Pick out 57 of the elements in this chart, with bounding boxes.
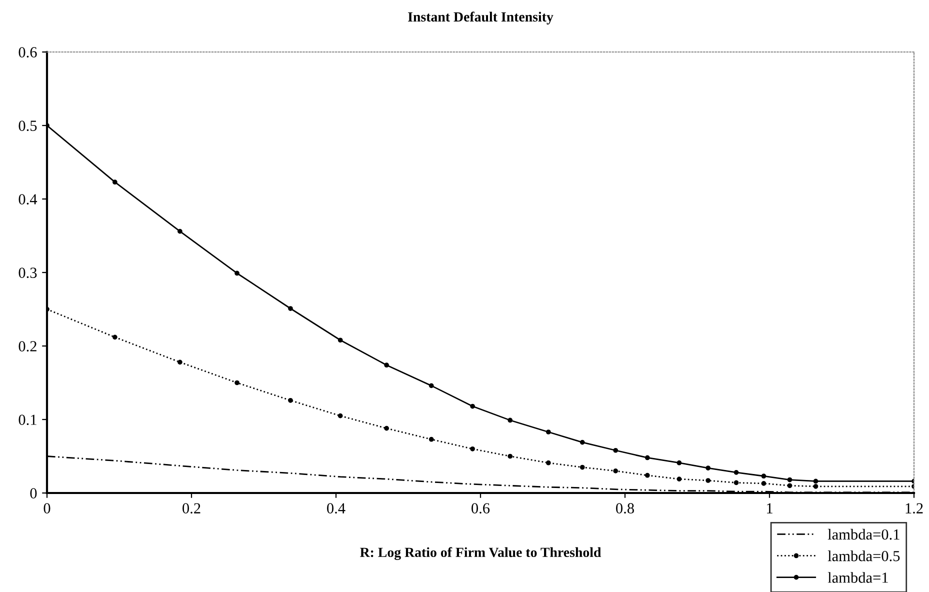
point bbox=[676, 476, 682, 482]
x-tick-label: 0.2 bbox=[182, 503, 200, 514]
point bbox=[813, 478, 818, 484]
point bbox=[234, 380, 240, 386]
point bbox=[178, 360, 182, 365]
chart-title: Instant Default Intensity bbox=[408, 12, 554, 24]
point bbox=[470, 446, 475, 452]
point bbox=[428, 436, 434, 442]
point bbox=[644, 472, 650, 478]
x-tick-label: 0.8 bbox=[616, 503, 634, 514]
point bbox=[813, 484, 818, 489]
point bbox=[470, 404, 475, 409]
point bbox=[178, 228, 182, 234]
y-tick-label: 0.2 bbox=[18, 341, 36, 352]
point bbox=[288, 398, 293, 403]
point bbox=[338, 338, 343, 343]
point bbox=[644, 455, 650, 460]
point bbox=[580, 464, 585, 470]
legend-label: lambda=0.5 bbox=[828, 550, 900, 562]
point bbox=[613, 448, 618, 453]
y-tick-label: 0.6 bbox=[18, 47, 37, 58]
point bbox=[787, 483, 792, 488]
point bbox=[384, 362, 390, 368]
point bbox=[706, 466, 711, 470]
y-tick-label: 0.4 bbox=[18, 194, 38, 205]
point bbox=[613, 468, 618, 474]
x-tick-label: 0.4 bbox=[327, 503, 346, 514]
x-tick-label: 0.6 bbox=[472, 503, 490, 514]
point bbox=[338, 413, 343, 418]
y-tick-label: 0.5 bbox=[18, 120, 37, 132]
point bbox=[546, 460, 551, 466]
x-tick-label: 0 bbox=[44, 503, 50, 514]
point bbox=[734, 480, 739, 486]
point bbox=[787, 477, 792, 482]
point bbox=[428, 383, 434, 388]
point bbox=[706, 478, 711, 483]
point bbox=[761, 474, 766, 479]
y-tick-label: 0.3 bbox=[18, 268, 37, 278]
x-tick-label: 1.2 bbox=[906, 503, 923, 514]
point bbox=[676, 460, 682, 466]
point bbox=[580, 440, 585, 445]
legend-label: lambda=1 bbox=[828, 572, 888, 583]
point bbox=[761, 481, 766, 486]
point bbox=[508, 418, 513, 423]
point bbox=[234, 270, 240, 276]
point bbox=[384, 426, 390, 431]
point bbox=[546, 430, 551, 434]
y-tick-label: 0 bbox=[30, 488, 37, 498]
x-axis-title: R: Log Ratio of Firm Value to Threshold bbox=[360, 547, 602, 560]
point bbox=[734, 470, 739, 475]
legend-label: lambda=0.1 bbox=[828, 528, 900, 540]
point bbox=[508, 454, 513, 459]
y-tick-label: 0.1 bbox=[18, 414, 36, 426]
x-tick-label: 1 bbox=[767, 503, 772, 514]
point bbox=[288, 306, 293, 311]
point bbox=[112, 180, 118, 185]
point bbox=[112, 334, 118, 340]
